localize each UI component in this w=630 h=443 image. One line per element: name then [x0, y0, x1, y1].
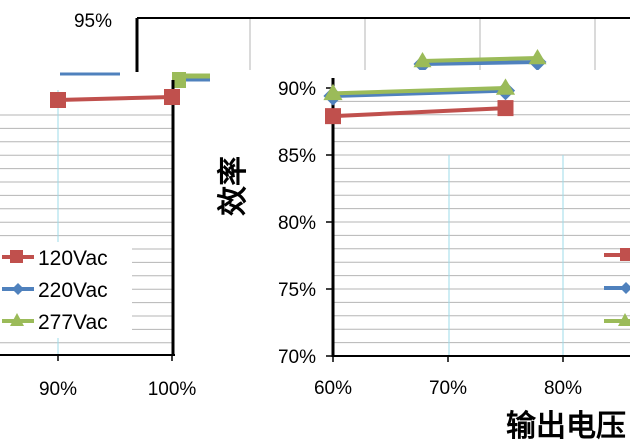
- legend-label-120vac: 120Vac: [38, 247, 108, 270]
- left-sliver-marker: [172, 72, 186, 88]
- right-series: [323, 78, 516, 125]
- right-panel-background: [210, 70, 630, 443]
- left-x-tick-label: 100%: [148, 379, 197, 400]
- right-chart: 70% 75% 80% 85% 90% 60% 70% 80% 效率 输出电压: [210, 70, 630, 443]
- right-horizontal-grid: [333, 100, 630, 344]
- upper-plot-area: [137, 18, 630, 80]
- right-y-tick-label: 80%: [278, 213, 316, 234]
- right-data-point-277vac: [323, 83, 343, 101]
- right-data-point-120vac: [497, 100, 514, 117]
- left-data-point-120vac: [50, 92, 66, 108]
- left-x-tick-label: 90%: [39, 379, 77, 400]
- right-series-line-120vac: [332, 106, 506, 119]
- upper-chart: 95%: [74, 11, 630, 80]
- right-y-ticks: 70% 75% 80% 85% 90%: [278, 79, 333, 368]
- right-data-point-277vac: [495, 78, 516, 95]
- right-data-point-120vac: [325, 108, 341, 125]
- left-data-point-120vac: [164, 89, 180, 105]
- upper-y-tick-label: 95%: [74, 11, 112, 32]
- legend-marker-277vac: [10, 313, 24, 326]
- right-y-tick-label: 90%: [278, 79, 316, 100]
- upper-series-line-277vac: [422, 56, 538, 63]
- left-series: [50, 89, 180, 108]
- right-x-ticks: 60% 70% 80%: [314, 356, 582, 399]
- upper-series: [413, 49, 547, 73]
- right-x-tick-label: 70%: [429, 378, 467, 399]
- right-legend-marker-220vac: [620, 282, 630, 294]
- right-y-tick-label: 85%: [278, 146, 316, 167]
- upper-data-point-277vac: [528, 49, 547, 65]
- upper-series-line-220vac: [422, 60, 538, 66]
- right-vertical-grid: [448, 155, 564, 356]
- right-legend-marker-277vac: [618, 313, 630, 326]
- right-legend-marker-120vac: [620, 248, 630, 261]
- right-y-tick-label: 75%: [278, 280, 316, 301]
- left-series-line-120vac: [57, 95, 173, 102]
- right-series-line-220vac: [332, 88, 506, 99]
- right-y-tick-label: 70%: [278, 347, 316, 368]
- left-legend: 120Vac 220Vac 277Vac: [0, 242, 132, 338]
- upper-data-point-277vac: [413, 52, 432, 68]
- legend-marker-120vac: [10, 250, 23, 263]
- legend-label-220vac: 220Vac: [38, 279, 108, 302]
- left-chart: 90% 100% 120Vac 220Vac 277Vac: [0, 72, 222, 400]
- right-x-tick-label: 80%: [544, 378, 582, 399]
- left-top-sliver: [12, 72, 222, 80]
- legend-label-277vac: 277Vac: [38, 311, 108, 334]
- right-legend: [604, 248, 630, 326]
- right-x-tick-label: 60%: [314, 378, 352, 399]
- upper-vertical-grid: [249, 18, 596, 80]
- y-axis-title: 效率: [216, 156, 251, 216]
- right-series-line-277vac: [332, 86, 506, 96]
- legend-marker-220vac: [12, 283, 24, 295]
- x-axis-title: 输出电压: [506, 409, 626, 443]
